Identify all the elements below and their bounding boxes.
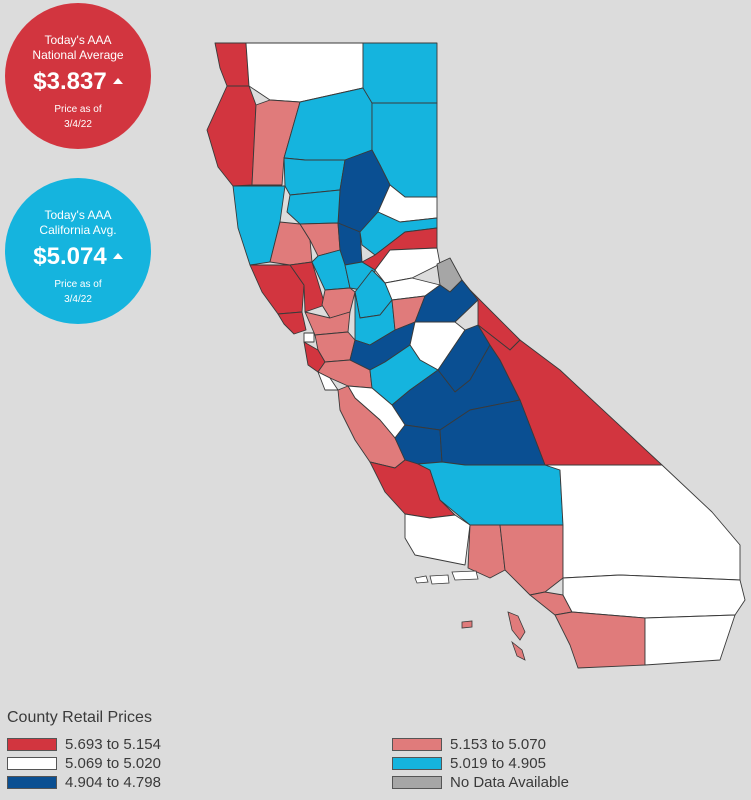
county-napa[interactable] bbox=[289, 261, 326, 313]
legend-swatch bbox=[392, 757, 442, 770]
national-average-price: $3.837 bbox=[5, 68, 151, 96]
legend-swatch bbox=[7, 738, 57, 751]
island-san-miguel bbox=[414, 575, 429, 584]
national-average-badge: Today's AAA National Average $3.837 Pric… bbox=[5, 3, 151, 149]
national-average-title: Today's AAA National Average bbox=[5, 33, 151, 63]
legend-label: 5.153 to 5.070 bbox=[450, 736, 546, 753]
state-title-line1: Today's AAA bbox=[44, 208, 112, 222]
island-santa-cruz bbox=[451, 570, 479, 581]
county-los-angeles[interactable] bbox=[499, 524, 564, 596]
up-triangle-icon bbox=[112, 77, 123, 84]
national-asof-line2: 3/4/22 bbox=[64, 119, 92, 130]
county-san-bernardino[interactable] bbox=[544, 464, 741, 581]
island-santa-rosa bbox=[429, 574, 450, 585]
legend-title: County Retail Prices bbox=[7, 709, 152, 726]
legend-swatch bbox=[7, 757, 57, 770]
county-marin[interactable] bbox=[277, 311, 307, 335]
california-average-badge: Today's AAA California Avg. $5.074 Price… bbox=[5, 178, 151, 324]
county-santa-barbara[interactable] bbox=[404, 513, 471, 566]
county-del-norte[interactable] bbox=[214, 42, 250, 87]
county-contra-costa[interactable] bbox=[304, 311, 351, 336]
county-glenn[interactable] bbox=[286, 189, 341, 225]
up-triangle-icon bbox=[112, 252, 123, 259]
california-map-svg bbox=[206, 42, 746, 669]
county-san-francisco[interactable] bbox=[303, 332, 315, 343]
legend-swatch bbox=[392, 776, 442, 789]
island-santa-catalina bbox=[507, 611, 526, 641]
legend-label: No Data Available bbox=[450, 774, 569, 791]
national-price-date: Price as of 3/4/22 bbox=[5, 102, 151, 132]
county-modoc[interactable] bbox=[362, 42, 438, 104]
california-price-date: Price as of 3/4/22 bbox=[5, 277, 151, 307]
map-legend: County Retail Prices 5.693 to 5.154 5.06… bbox=[0, 705, 751, 800]
national-price-value: $3.837 bbox=[33, 68, 107, 95]
california-county-map bbox=[206, 42, 746, 669]
california-average-price: $5.074 bbox=[5, 243, 151, 271]
county-san-diego[interactable] bbox=[554, 611, 646, 669]
state-asof-line1: Price as of bbox=[54, 279, 102, 290]
national-title-line1: Today's AAA bbox=[44, 33, 112, 47]
county-humboldt[interactable] bbox=[206, 85, 257, 187]
legend-label: 5.019 to 4.905 bbox=[450, 755, 546, 772]
legend-label: 5.069 to 5.020 bbox=[65, 755, 161, 772]
county-ventura[interactable] bbox=[467, 524, 506, 579]
legend-label: 4.904 to 4.798 bbox=[65, 774, 161, 791]
county-tehama[interactable] bbox=[283, 157, 346, 196]
state-asof-line2: 3/4/22 bbox=[64, 294, 92, 305]
legend-swatch bbox=[392, 738, 442, 751]
island-san-clemente bbox=[511, 640, 526, 661]
california-average-title: Today's AAA California Avg. bbox=[5, 208, 151, 238]
national-asof-line1: Price as of bbox=[54, 104, 102, 115]
legend-swatch bbox=[7, 776, 57, 789]
state-price-value: $5.074 bbox=[33, 243, 107, 270]
county-riverside[interactable] bbox=[562, 574, 746, 619]
county-imperial[interactable] bbox=[644, 614, 736, 666]
national-title-line2: National Average bbox=[32, 48, 124, 62]
island-san-nicolas bbox=[461, 620, 473, 629]
state-title-line2: California Avg. bbox=[39, 223, 117, 237]
legend-label: 5.693 to 5.154 bbox=[65, 736, 161, 753]
